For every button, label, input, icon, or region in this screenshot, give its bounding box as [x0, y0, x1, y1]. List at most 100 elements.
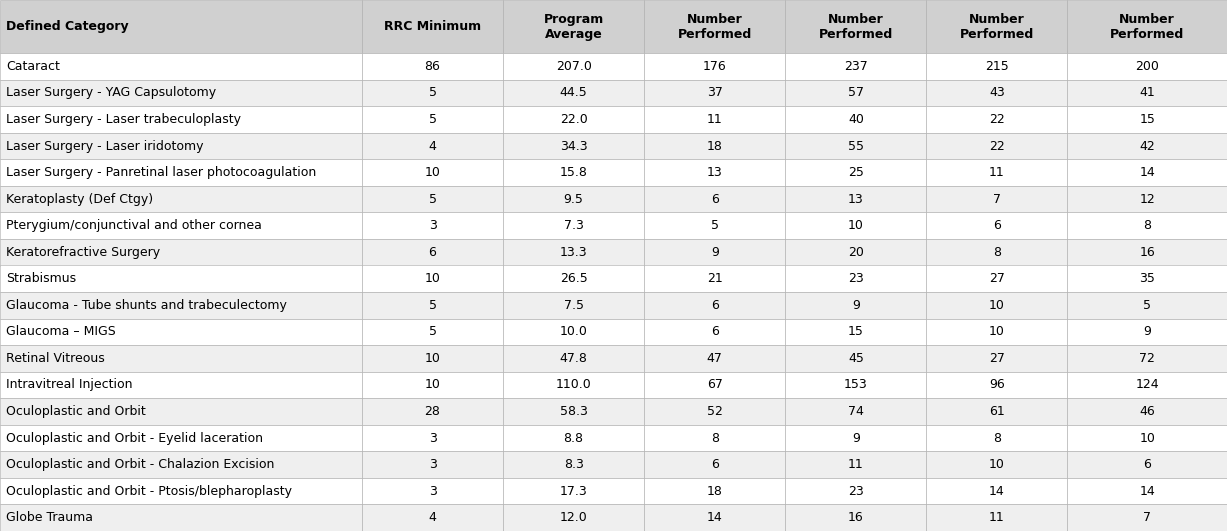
Text: 41: 41: [1140, 87, 1155, 99]
Bar: [926, 80, 1067, 106]
Text: 14: 14: [989, 485, 1005, 498]
Text: 9: 9: [710, 246, 719, 259]
Bar: [926, 319, 1067, 345]
Bar: [785, 0, 926, 53]
Bar: [1067, 478, 1227, 504]
Text: 18: 18: [707, 140, 723, 152]
Bar: [1067, 159, 1227, 186]
Bar: [362, 186, 503, 212]
Text: 15: 15: [848, 326, 864, 338]
Bar: [0, 239, 362, 266]
Text: 11: 11: [707, 113, 723, 126]
Text: 14: 14: [1140, 485, 1155, 498]
Bar: [644, 451, 785, 478]
Text: 44.5: 44.5: [560, 87, 588, 99]
Bar: [926, 239, 1067, 266]
Bar: [362, 504, 503, 531]
Text: 5: 5: [428, 326, 437, 338]
Text: Number
Performed: Number Performed: [960, 13, 1034, 40]
Bar: [0, 398, 362, 425]
Text: 7.5: 7.5: [563, 299, 584, 312]
Text: 25: 25: [848, 166, 864, 179]
Bar: [0, 159, 362, 186]
Text: 8.8: 8.8: [563, 432, 584, 444]
Text: 14: 14: [1140, 166, 1155, 179]
Text: 11: 11: [989, 511, 1005, 524]
Bar: [785, 80, 926, 106]
Bar: [926, 133, 1067, 159]
Text: 10: 10: [425, 166, 440, 179]
Bar: [503, 212, 644, 239]
Bar: [926, 159, 1067, 186]
Text: Glaucoma – MIGS: Glaucoma – MIGS: [6, 326, 115, 338]
Bar: [1067, 398, 1227, 425]
Text: 10: 10: [425, 272, 440, 285]
Text: 6: 6: [710, 193, 719, 205]
Bar: [1067, 345, 1227, 372]
Text: Laser Surgery - Laser trabeculoplasty: Laser Surgery - Laser trabeculoplasty: [6, 113, 242, 126]
Text: 47.8: 47.8: [560, 352, 588, 365]
Bar: [503, 372, 644, 398]
Text: 5: 5: [428, 87, 437, 99]
Bar: [503, 478, 644, 504]
Bar: [785, 319, 926, 345]
Text: 74: 74: [848, 405, 864, 418]
Bar: [0, 425, 362, 451]
Text: Oculoplastic and Orbit - Eyelid laceration: Oculoplastic and Orbit - Eyelid lacerati…: [6, 432, 263, 444]
Text: 8: 8: [993, 432, 1001, 444]
Bar: [926, 212, 1067, 239]
Text: 27: 27: [989, 352, 1005, 365]
Text: 3: 3: [428, 485, 437, 498]
Bar: [1067, 239, 1227, 266]
Text: 10.0: 10.0: [560, 326, 588, 338]
Text: 3: 3: [428, 432, 437, 444]
Bar: [926, 53, 1067, 80]
Bar: [0, 0, 362, 53]
Text: 45: 45: [848, 352, 864, 365]
Text: Number
Performed: Number Performed: [1110, 13, 1184, 40]
Text: 22: 22: [989, 140, 1005, 152]
Text: Strabismus: Strabismus: [6, 272, 76, 285]
Text: 55: 55: [848, 140, 864, 152]
Bar: [644, 239, 785, 266]
Bar: [362, 212, 503, 239]
Bar: [785, 106, 926, 133]
Bar: [1067, 80, 1227, 106]
Bar: [926, 292, 1067, 319]
Text: 15.8: 15.8: [560, 166, 588, 179]
Bar: [362, 345, 503, 372]
Bar: [785, 239, 926, 266]
Bar: [362, 451, 503, 478]
Bar: [0, 372, 362, 398]
Text: 22.0: 22.0: [560, 113, 588, 126]
Bar: [785, 159, 926, 186]
Text: 42: 42: [1140, 140, 1155, 152]
Bar: [926, 106, 1067, 133]
Text: 96: 96: [989, 379, 1005, 391]
Bar: [503, 266, 644, 292]
Bar: [785, 345, 926, 372]
Bar: [0, 451, 362, 478]
Text: Laser Surgery - YAG Capsulotomy: Laser Surgery - YAG Capsulotomy: [6, 87, 216, 99]
Bar: [362, 398, 503, 425]
Text: 6: 6: [710, 458, 719, 471]
Text: 207.0: 207.0: [556, 60, 591, 73]
Text: 17.3: 17.3: [560, 485, 588, 498]
Text: 10: 10: [425, 352, 440, 365]
Text: 215: 215: [985, 60, 1009, 73]
Text: 10: 10: [989, 458, 1005, 471]
Text: 6: 6: [1144, 458, 1151, 471]
Text: 8: 8: [1144, 219, 1151, 232]
Bar: [1067, 106, 1227, 133]
Bar: [503, 186, 644, 212]
Bar: [926, 398, 1067, 425]
Bar: [644, 478, 785, 504]
Text: 13.3: 13.3: [560, 246, 588, 259]
Text: 8.3: 8.3: [563, 458, 584, 471]
Bar: [1067, 212, 1227, 239]
Bar: [1067, 451, 1227, 478]
Bar: [644, 292, 785, 319]
Text: 4: 4: [428, 140, 437, 152]
Text: 7: 7: [1144, 511, 1151, 524]
Bar: [926, 186, 1067, 212]
